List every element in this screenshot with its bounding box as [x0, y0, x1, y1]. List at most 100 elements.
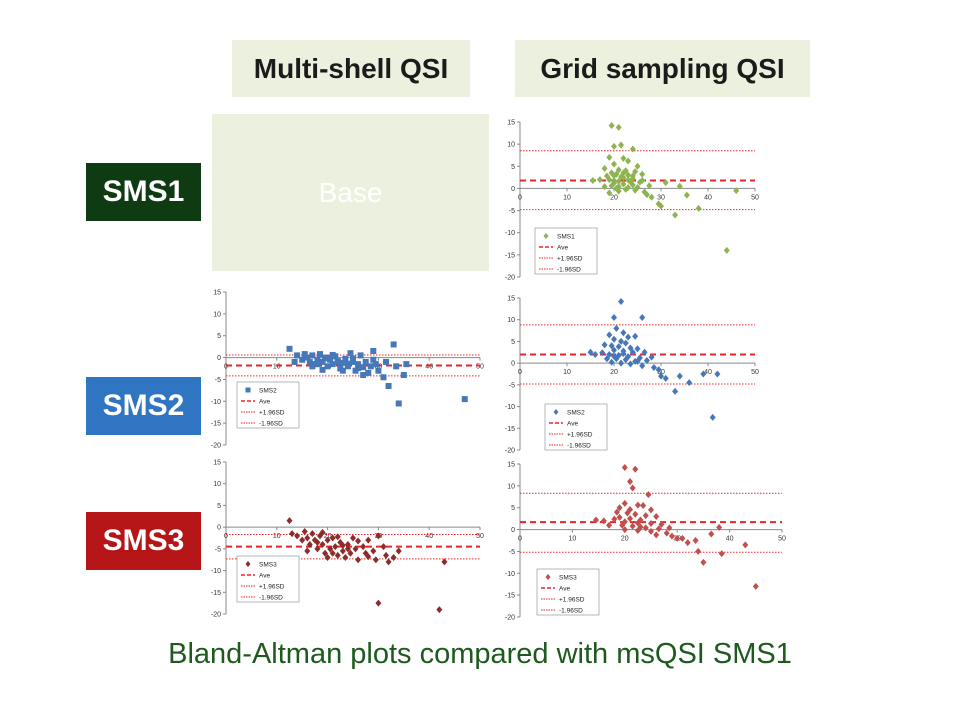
data-point [634, 184, 641, 192]
data-point [632, 510, 639, 518]
header-multi-shell-qsi: Multi-shell QSI [232, 40, 470, 97]
data-point [334, 551, 341, 559]
y-tick-label: -15 [505, 426, 515, 433]
legend-ave-label: Ave [557, 244, 568, 251]
data-point [618, 359, 625, 367]
x-tick-label: 10 [273, 533, 281, 540]
data-point [625, 176, 632, 184]
legend-series-label: SMS1 [557, 233, 575, 240]
data-point [648, 353, 655, 361]
data-point [639, 314, 646, 322]
data-point [648, 193, 655, 201]
data-point [676, 372, 683, 380]
data-point [742, 541, 749, 549]
data-point [294, 352, 301, 359]
data-point [324, 536, 331, 544]
x-tick-label: 50 [476, 533, 484, 540]
row-label-sms1: SMS1 [86, 163, 201, 221]
data-point [375, 599, 382, 607]
data-point [616, 513, 623, 521]
data-point [400, 372, 407, 379]
data-point [634, 519, 641, 527]
data-point [692, 537, 699, 544]
legend-ave-label: Ave [567, 420, 578, 427]
data-point [655, 200, 662, 208]
data-point [309, 530, 316, 538]
data-point [723, 246, 730, 254]
data-point [319, 366, 326, 373]
x-tick-label: 40 [425, 364, 433, 371]
caption: Bland-Altman plots compared with msQSI S… [168, 638, 792, 670]
data-point [352, 545, 359, 553]
data-point [641, 348, 648, 356]
data-point [316, 532, 323, 540]
data-point [339, 367, 346, 374]
data-point [709, 413, 716, 421]
data-point [304, 354, 311, 361]
data-point [752, 582, 759, 590]
y-tick-label: 0 [217, 355, 221, 362]
y-tick-label: -5 [215, 546, 221, 553]
data-point [695, 547, 702, 555]
y-tick-label: -20 [211, 612, 221, 619]
legend-marker [245, 387, 251, 393]
data-point [329, 549, 336, 557]
x-tick-label: 50 [751, 369, 759, 376]
data-point [606, 350, 613, 358]
data-point [632, 168, 639, 176]
data-point [606, 189, 613, 197]
data-point [357, 352, 364, 359]
data-point [301, 351, 308, 358]
y-tick-label: -10 [211, 399, 221, 406]
data-point [686, 379, 693, 387]
data-point [625, 353, 632, 361]
data-point [592, 350, 599, 358]
data-point [718, 550, 725, 558]
data-point [615, 187, 622, 195]
data-point [615, 343, 622, 351]
x-tick-label: 50 [476, 364, 484, 371]
base-placeholder: Base [212, 114, 489, 271]
data-point [637, 523, 644, 531]
data-point [627, 477, 634, 485]
data-point [625, 333, 632, 341]
data-point [662, 179, 669, 187]
y-tick-label: -20 [211, 443, 221, 450]
data-point [632, 465, 639, 473]
data-point [618, 297, 625, 305]
data-point [622, 167, 629, 175]
data-point [355, 556, 362, 564]
data-point [385, 558, 392, 566]
y-tick-label: -15 [211, 590, 221, 597]
data-point [309, 352, 316, 359]
data-point [621, 499, 628, 507]
data-point [324, 355, 331, 362]
data-point [329, 361, 336, 368]
x-tick-label: 0 [518, 369, 522, 376]
data-point [648, 519, 654, 527]
data-point [441, 558, 448, 566]
data-point [621, 463, 628, 471]
data-point [683, 191, 690, 199]
data-point [679, 534, 686, 542]
data-point [632, 332, 639, 340]
y-tick-label: 10 [507, 142, 515, 149]
data-point [608, 358, 615, 366]
data-point [616, 504, 623, 512]
data-point [327, 545, 334, 553]
data-point [634, 162, 641, 170]
data-point [611, 335, 617, 343]
data-point [648, 527, 654, 535]
data-point [380, 374, 387, 381]
data-point [319, 541, 326, 549]
data-point [620, 329, 627, 337]
data-point [350, 358, 356, 365]
data-point [606, 521, 613, 529]
y-tick-label: 15 [507, 462, 515, 469]
y-tick-label: -20 [505, 615, 515, 622]
data-point [344, 360, 351, 367]
data-point [613, 355, 620, 363]
data-point [587, 348, 594, 356]
data-point [603, 355, 610, 363]
